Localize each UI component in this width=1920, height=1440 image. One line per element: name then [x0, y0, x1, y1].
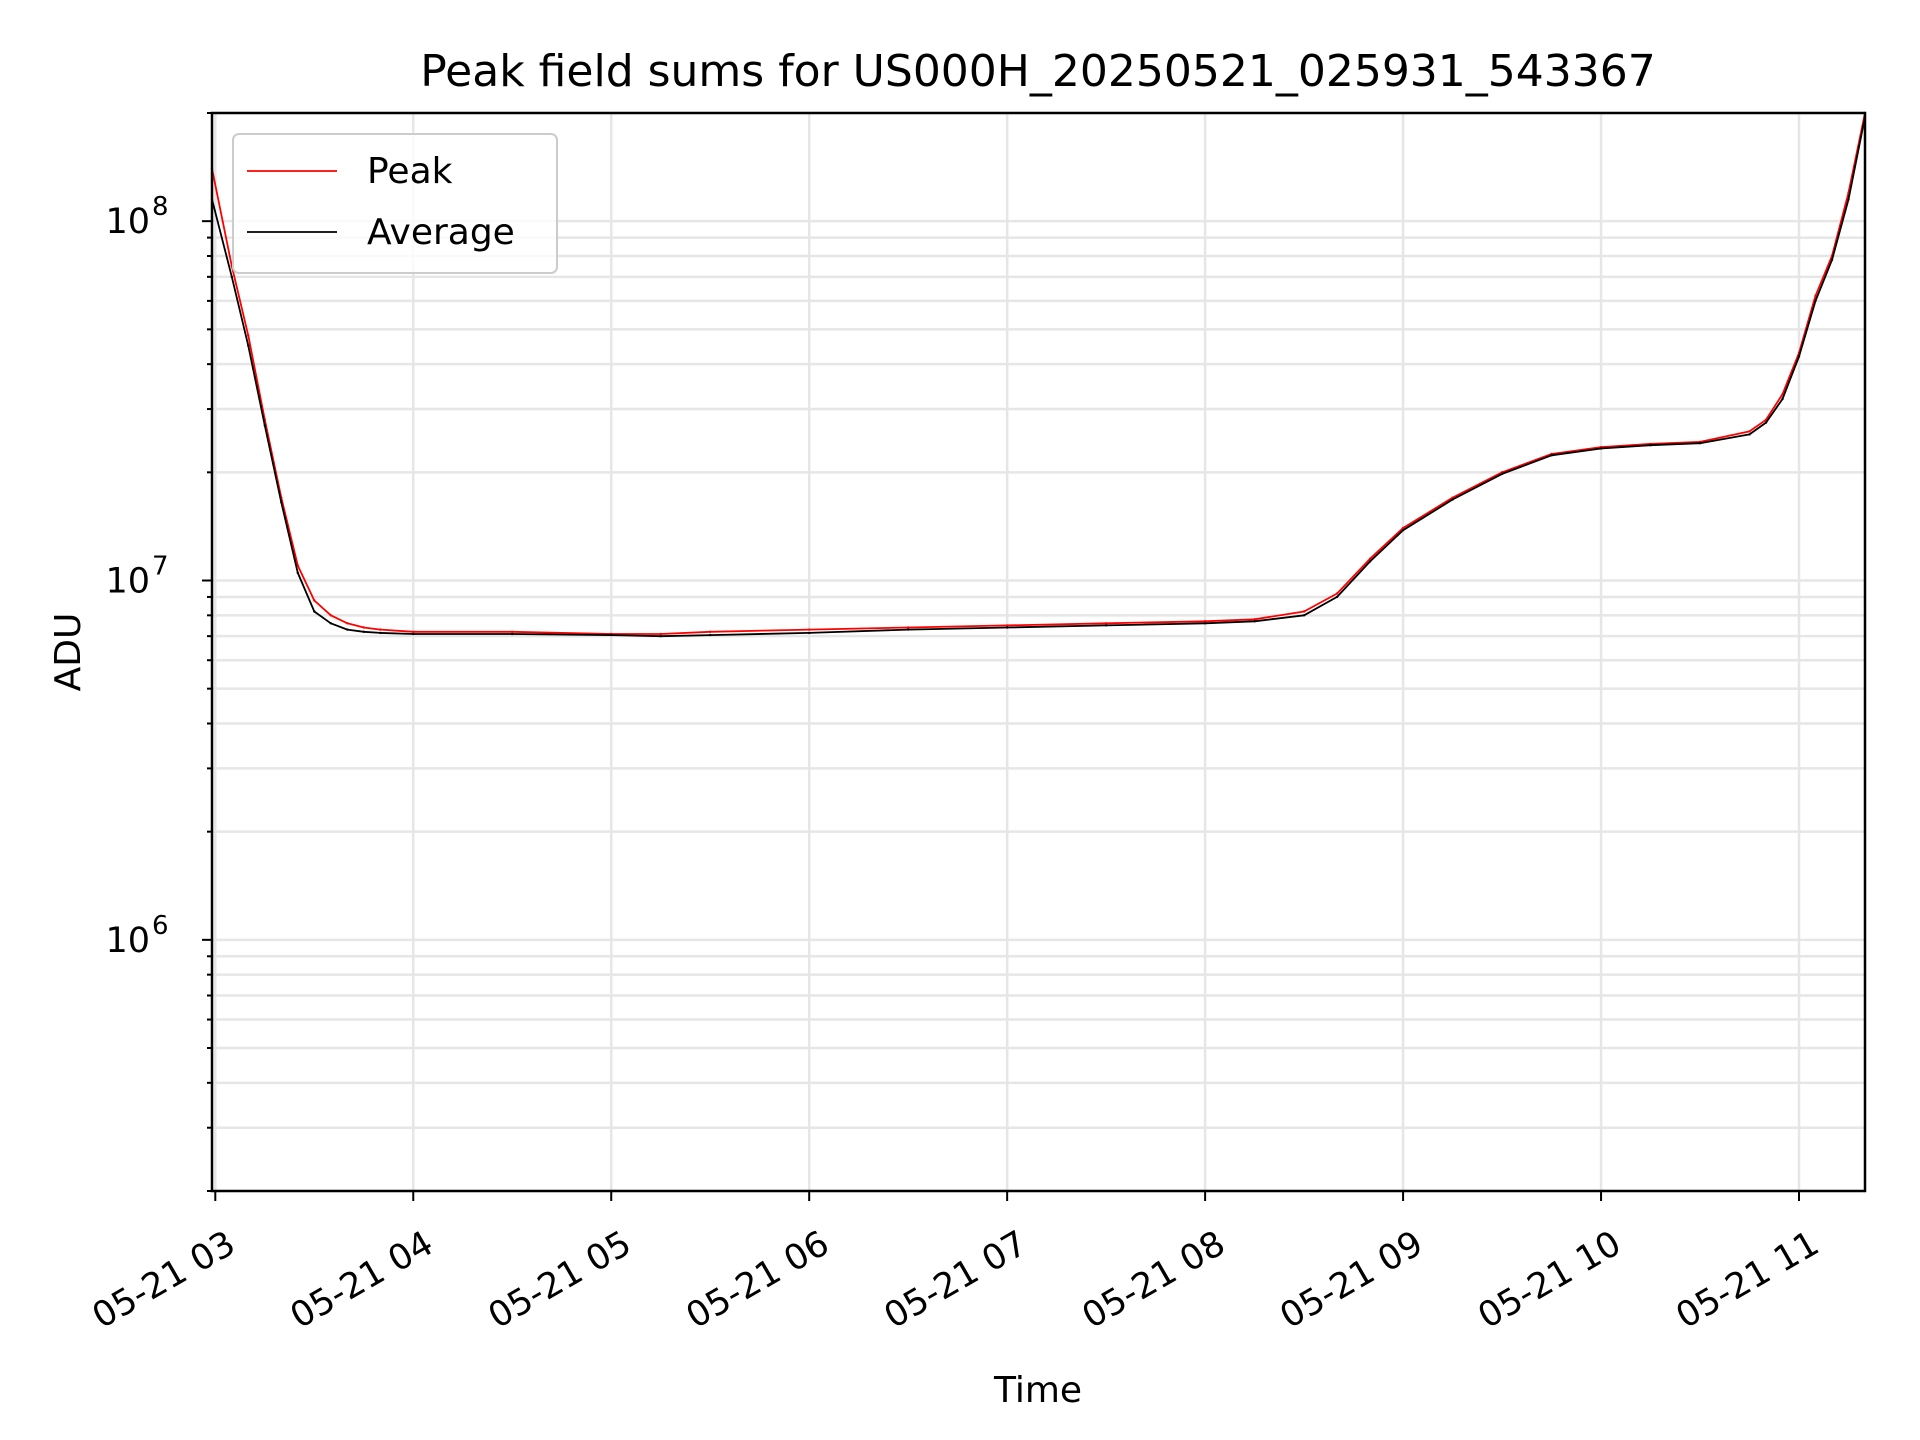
data-point-average	[1649, 444, 1652, 447]
data-point-average	[247, 344, 250, 347]
data-point-average	[230, 275, 233, 278]
data-point-average	[709, 633, 712, 637]
legend: Peak Average	[232, 133, 558, 274]
data-point-average	[1764, 421, 1768, 424]
data-point-peak	[1748, 430, 1751, 433]
data-point-average	[808, 631, 811, 635]
data-point-peak	[1104, 622, 1108, 625]
y-tick-exponent: 7	[152, 552, 169, 582]
data-point-peak	[1203, 620, 1207, 623]
series-line-peak	[211, 112, 1866, 635]
y-tick-label: 10	[105, 562, 150, 602]
data-point-peak	[808, 628, 811, 631]
data-point-peak	[362, 626, 365, 629]
data-point-peak	[313, 599, 316, 602]
data-point-peak	[709, 630, 712, 633]
legend-label-peak: Peak	[367, 151, 453, 192]
data-point-average	[280, 501, 283, 504]
data-point-peak	[1401, 526, 1405, 530]
data-point-peak	[659, 632, 662, 636]
data-point-average	[296, 571, 299, 575]
data-point-average	[346, 628, 349, 631]
plot-frame	[210, 111, 1867, 1193]
data-point-average	[1797, 355, 1801, 358]
x-axis-label: Time	[993, 1370, 1082, 1411]
data-point-average	[659, 635, 662, 638]
data-point-peak	[379, 628, 382, 631]
data-point-average	[1814, 299, 1817, 303]
data-point-average	[907, 628, 910, 631]
series-line-average	[211, 116, 1866, 638]
data-point-average	[1203, 622, 1207, 625]
data-point-average	[1698, 442, 1702, 445]
y-axis-label: ADU	[48, 613, 89, 692]
y-tick-exponent: 6	[152, 911, 169, 941]
data-point-peak	[329, 614, 332, 617]
data-point-average	[1500, 472, 1504, 476]
data-point-peak	[907, 626, 910, 629]
y-tick-base: 10	[105, 921, 150, 961]
data-point-peak	[1368, 557, 1372, 560]
data-point-average	[1830, 258, 1834, 262]
y-tick-base: 10	[105, 562, 150, 602]
data-point-average	[1253, 620, 1256, 623]
data-point-average	[511, 632, 514, 636]
y-tick-label: 10	[105, 921, 150, 961]
data-point-peak	[1781, 393, 1784, 396]
data-point-peak	[1006, 624, 1009, 627]
data-point-average	[1368, 560, 1372, 563]
data-point-average	[362, 630, 365, 633]
series-layer	[210, 111, 1867, 638]
data-point-average	[1748, 433, 1751, 436]
data-point-peak	[296, 564, 299, 567]
y-tick-label: 10	[105, 202, 150, 242]
data-point-average	[1781, 397, 1784, 401]
data-point-average	[263, 424, 266, 427]
data-point-peak	[1253, 618, 1256, 621]
data-point-peak	[346, 622, 349, 625]
data-point-average	[1451, 498, 1454, 501]
y-tick-base: 10	[105, 202, 150, 242]
data-point-average	[1847, 198, 1850, 201]
data-point-peak	[1814, 294, 1817, 297]
data-point-average	[1550, 454, 1553, 457]
data-point-average	[329, 622, 332, 625]
data-point-average	[1006, 626, 1009, 629]
data-point-average	[412, 632, 415, 636]
data-point-average	[610, 633, 613, 637]
data-point-average	[379, 631, 382, 635]
legend-box	[232, 133, 558, 274]
data-point-peak	[1302, 610, 1306, 613]
data-point-average	[1401, 529, 1405, 532]
legend-label-average: Average	[367, 212, 515, 253]
data-point-peak	[412, 630, 415, 633]
data-point-average	[1599, 447, 1603, 450]
data-point-average	[1335, 595, 1339, 599]
data-point-average	[1302, 614, 1306, 617]
data-point-peak	[247, 334, 250, 337]
data-point-average	[1104, 624, 1108, 627]
chart-title: Peak field sums for US000H_20250521_0259…	[420, 46, 1656, 97]
data-point-peak	[1335, 592, 1339, 595]
y-tick-exponent: 8	[152, 192, 169, 222]
data-point-peak	[511, 630, 514, 633]
data-point-average	[313, 610, 316, 613]
